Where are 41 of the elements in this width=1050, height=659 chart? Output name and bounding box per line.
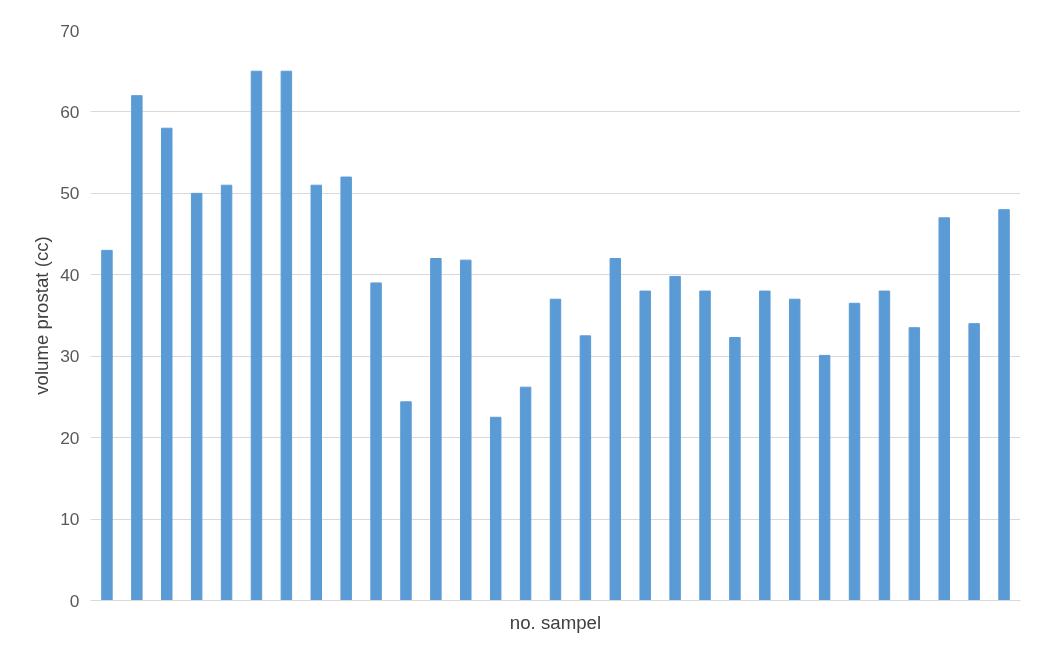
bar [729, 336, 741, 601]
bar [609, 258, 622, 601]
bar [161, 127, 173, 601]
y-axis-title: volume prostat (cc) [31, 236, 53, 395]
y-tick-label: 30 [60, 346, 80, 367]
y-tick-label: 70 [60, 20, 80, 41]
bar [998, 209, 1010, 601]
bar [549, 298, 562, 601]
bar [250, 70, 263, 601]
y-tick-label: 60 [60, 101, 80, 122]
bar [519, 386, 532, 601]
bar [759, 290, 771, 601]
bar [818, 354, 831, 601]
bar [938, 217, 950, 601]
bar [639, 290, 651, 601]
bar [968, 323, 980, 601]
y-tick-label: 0 [69, 590, 80, 611]
y-tick-label: 20 [60, 427, 80, 448]
bar [220, 184, 233, 601]
bar [699, 290, 711, 601]
bar [340, 176, 352, 601]
bar [400, 401, 412, 601]
bar [489, 416, 502, 601]
x-axis-title: no. sampel [509, 611, 602, 633]
bar [789, 298, 801, 601]
bar [131, 95, 143, 601]
bar [370, 282, 382, 601]
bar [101, 249, 113, 601]
bar [190, 192, 203, 601]
bar [280, 70, 293, 601]
bar [908, 327, 921, 601]
bar [430, 258, 442, 601]
y-tick-label: 40 [60, 264, 80, 285]
bar [669, 275, 681, 601]
bar [310, 184, 322, 601]
y-tick-label: 50 [60, 183, 80, 204]
bar [460, 259, 472, 601]
y-tick-label: 10 [60, 509, 80, 530]
bar [848, 302, 861, 601]
bar [579, 335, 592, 601]
bar [878, 290, 891, 601]
